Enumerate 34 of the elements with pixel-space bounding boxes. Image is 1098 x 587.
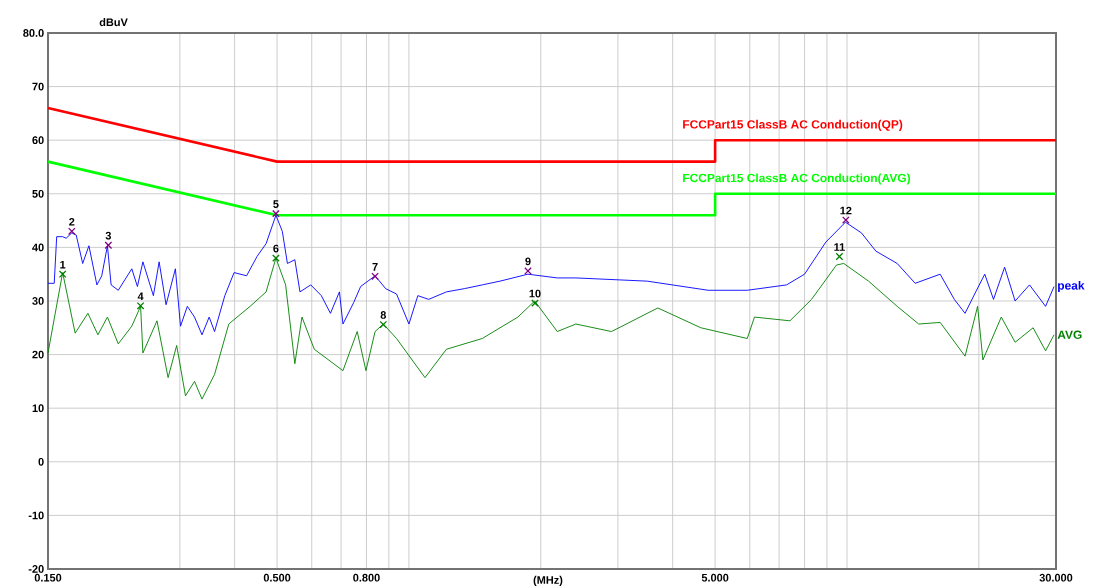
annotation: 10 bbox=[529, 289, 541, 298]
y-tick-label: -20 bbox=[28, 565, 44, 573]
y-tick-label: 20 bbox=[32, 350, 44, 359]
y-tick-label: 50 bbox=[32, 189, 44, 198]
series-label: peak bbox=[1058, 280, 1085, 293]
series-label: FCCPart15 ClassB AC Conduction(QP) bbox=[683, 119, 903, 131]
y-axis-title: dBuV bbox=[99, 18, 128, 27]
series-label: AVG bbox=[1057, 330, 1082, 339]
y-tick-label: 70 bbox=[32, 82, 44, 91]
annotation: 5 bbox=[273, 200, 279, 208]
x-tick-label: 30.000 bbox=[1039, 573, 1073, 582]
x-tick-label: 5.000 bbox=[701, 573, 729, 582]
annotation: 12 bbox=[840, 206, 852, 215]
y-tick-label: 80.0 bbox=[23, 29, 44, 37]
y-tick-label: -10 bbox=[28, 511, 44, 520]
x-tick-label: 0.500 bbox=[263, 573, 291, 582]
annotation: 4 bbox=[137, 292, 144, 301]
y-tick-label: 40 bbox=[32, 243, 44, 252]
y-tick-label: 10 bbox=[32, 404, 44, 413]
annotation: 3 bbox=[105, 231, 112, 240]
y-tick-label: 60 bbox=[32, 136, 44, 145]
x-axis-title: (MHz) bbox=[533, 575, 563, 587]
annotation: 8 bbox=[380, 311, 387, 319]
annotation: 7 bbox=[372, 263, 378, 271]
annotation: 1 bbox=[60, 260, 66, 269]
annotation: 2 bbox=[69, 217, 75, 226]
x-tick-label: 0.800 bbox=[353, 573, 380, 582]
series-label: FCCPart15 ClassB AC Conduction(AVG) bbox=[683, 173, 910, 185]
x-tick-label: 0.150 bbox=[34, 573, 62, 582]
annotation: 9 bbox=[525, 257, 531, 266]
y-tick-label: 0 bbox=[38, 457, 44, 466]
y-tick-label: 30 bbox=[32, 297, 44, 305]
annotation: 6 bbox=[273, 244, 279, 253]
annotation: 11 bbox=[834, 243, 845, 251]
